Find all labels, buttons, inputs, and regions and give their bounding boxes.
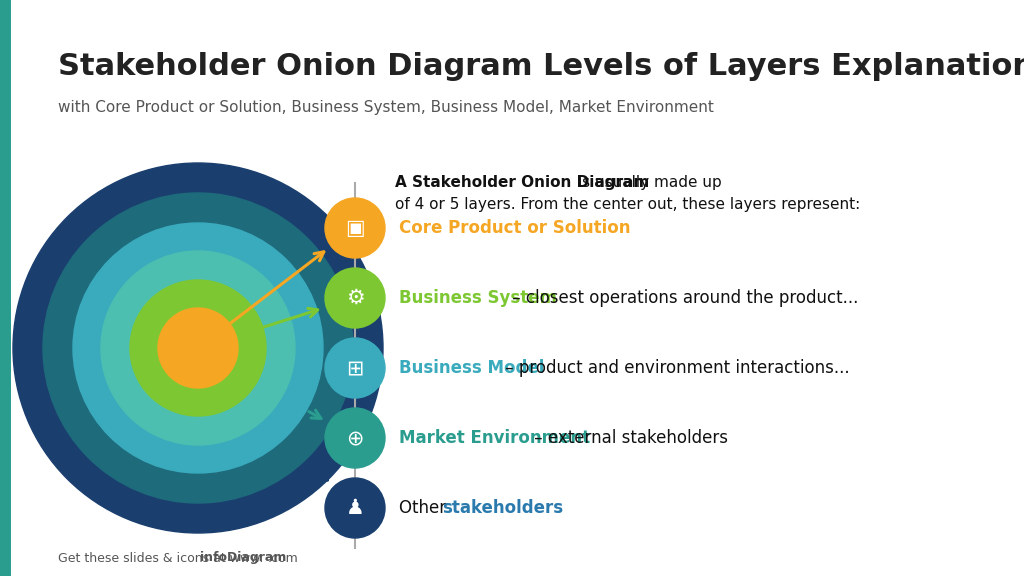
Text: ⚙: ⚙ <box>346 288 365 308</box>
Text: with Core Product or Solution, Business System, Business Model, Market Environme: with Core Product or Solution, Business … <box>58 100 714 115</box>
Circle shape <box>43 193 353 503</box>
Text: infoDiagram: infoDiagram <box>200 551 287 564</box>
Text: – closest operations around the product...: – closest operations around the product.… <box>507 289 858 307</box>
Circle shape <box>325 408 385 468</box>
Text: – product and environment interactions...: – product and environment interactions..… <box>500 359 850 377</box>
Text: Business System: Business System <box>399 289 557 307</box>
Text: Business Model: Business Model <box>399 359 545 377</box>
Text: ♟: ♟ <box>346 498 365 518</box>
Text: stakeholders: stakeholders <box>442 499 563 517</box>
Text: ⊞: ⊞ <box>346 358 364 378</box>
Bar <box>0 0 11 576</box>
Circle shape <box>325 338 385 398</box>
Text: – external stakeholders: – external stakeholders <box>528 429 728 447</box>
Text: Market Environment: Market Environment <box>399 429 590 447</box>
Text: A Stakeholder Onion Diagram: A Stakeholder Onion Diagram <box>395 175 649 190</box>
Text: ▣: ▣ <box>345 218 365 238</box>
Text: Other: Other <box>399 499 452 517</box>
Text: Get these slides & icons at www.: Get these slides & icons at www. <box>58 551 263 564</box>
Circle shape <box>13 163 383 533</box>
Circle shape <box>130 280 266 416</box>
Circle shape <box>73 223 323 473</box>
Circle shape <box>325 198 385 258</box>
Text: ⊕: ⊕ <box>346 428 364 448</box>
Text: Stakeholder Onion Diagram Levels of Layers Explanation: Stakeholder Onion Diagram Levels of Laye… <box>58 52 1024 81</box>
Text: is usually made up: is usually made up <box>573 175 722 190</box>
Text: of 4 or 5 layers. From the center out, these layers represent:: of 4 or 5 layers. From the center out, t… <box>395 197 860 212</box>
Text: .com: .com <box>268 551 299 564</box>
Circle shape <box>158 308 238 388</box>
Circle shape <box>325 268 385 328</box>
Circle shape <box>325 478 385 538</box>
Circle shape <box>101 251 295 445</box>
Text: Core Product or Solution: Core Product or Solution <box>399 219 631 237</box>
